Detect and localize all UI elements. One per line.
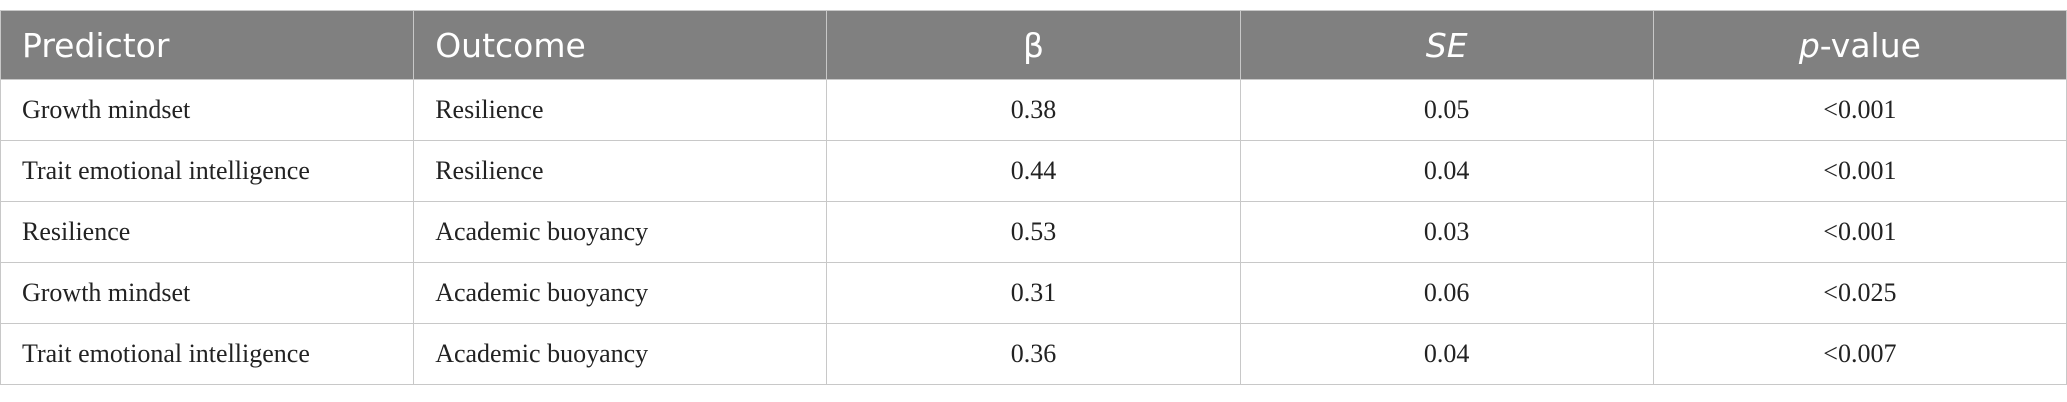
table-cell: <0.025 xyxy=(1652,262,2067,324)
table-cell: Trait emotional intelligence xyxy=(0,323,415,385)
results-table: Predictor Outcome β SE p-value Growth mindse… xyxy=(0,10,2067,385)
table-row: Resilience Academic buoyancy 0.53 0.03 <0.00… xyxy=(0,201,2067,263)
table-cell: Growth mindset xyxy=(0,79,415,141)
table-row: Growth mindset Resilience 0.38 0.05 <0.001 xyxy=(0,79,2067,141)
header-text: SE xyxy=(1425,25,1468,65)
table-cell: 0.04 xyxy=(1239,140,1654,202)
column-header: SE xyxy=(1239,10,1654,80)
header-text: Predictor xyxy=(22,25,170,65)
table-cell: 0.38 xyxy=(826,79,1241,141)
table-head: Predictor Outcome β SE p-value xyxy=(0,10,2067,80)
table-cell: <0.001 xyxy=(1652,79,2067,141)
header-text: Outcome xyxy=(435,25,586,65)
table-cell: 0.36 xyxy=(826,323,1241,385)
table-cell: Resilience xyxy=(413,79,828,141)
column-header: β xyxy=(826,10,1241,80)
table-cell: 0.04 xyxy=(1239,323,1654,385)
table-cell: Resilience xyxy=(0,201,415,263)
header-text: p xyxy=(1798,25,1820,65)
table-cell: 0.05 xyxy=(1239,79,1654,141)
table-row: Trait emotional intelligence Academic buo… xyxy=(0,323,2067,385)
table-cell: Academic buoyancy xyxy=(413,201,828,263)
table-body: Growth mindset Resilience 0.38 0.05 <0.001 Tr… xyxy=(0,79,2067,385)
table-cell: Trait emotional intelligence xyxy=(0,140,415,202)
table-cell: 0.06 xyxy=(1239,262,1654,324)
column-header: p-value xyxy=(1652,10,2067,80)
table-container: Predictor Outcome β SE p-value Growth mindse… xyxy=(0,10,2067,385)
header-text: β xyxy=(1022,25,1044,65)
table-cell: <0.007 xyxy=(1652,323,2067,385)
table-row: Growth mindset Academic buoyancy 0.31 0.06 <… xyxy=(0,262,2067,324)
table-cell: 0.03 xyxy=(1239,201,1654,263)
header-row: Predictor Outcome β SE p-value xyxy=(0,10,2067,80)
table-cell: <0.001 xyxy=(1652,140,2067,202)
header-text: -value xyxy=(1819,25,1921,65)
table-cell: Resilience xyxy=(413,140,828,202)
table-cell: <0.001 xyxy=(1652,201,2067,263)
table-row: Trait emotional intelligence Resilience 0.… xyxy=(0,140,2067,202)
table-cell: 0.44 xyxy=(826,140,1241,202)
table-cell: Growth mindset xyxy=(0,262,415,324)
table-cell: Academic buoyancy xyxy=(413,262,828,324)
column-header: Predictor xyxy=(0,10,415,80)
table-cell: 0.31 xyxy=(826,262,1241,324)
table-cell: Academic buoyancy xyxy=(413,323,828,385)
table-cell: 0.53 xyxy=(826,201,1241,263)
column-header: Outcome xyxy=(413,10,828,80)
